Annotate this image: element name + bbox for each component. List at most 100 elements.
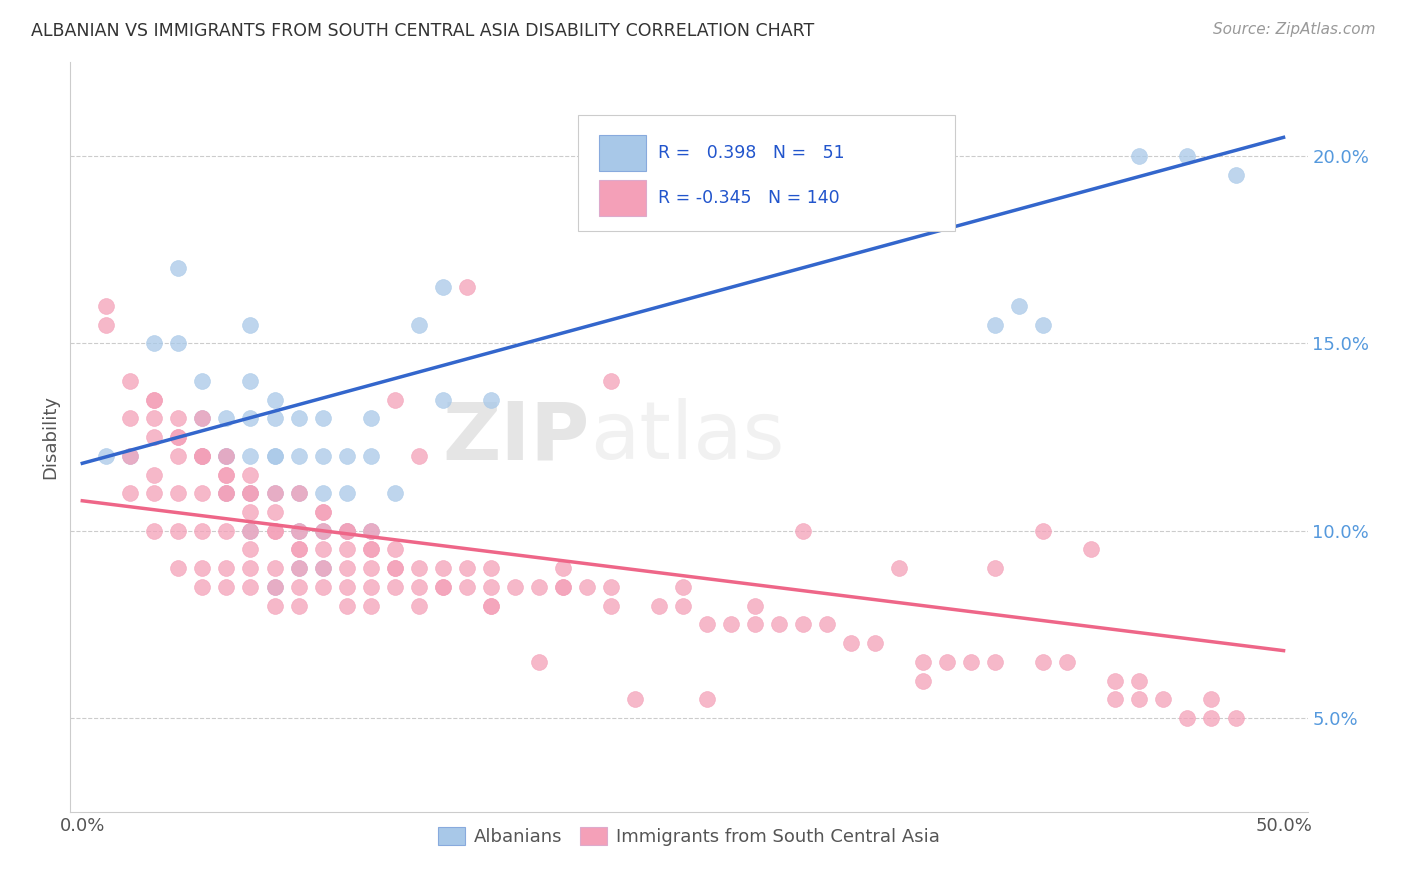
Point — [287, 561, 309, 575]
Point — [191, 561, 214, 575]
Point — [1225, 711, 1247, 725]
Point — [120, 374, 142, 388]
Point — [479, 599, 502, 613]
Point — [143, 467, 166, 482]
Point — [744, 599, 766, 613]
Point — [360, 411, 382, 425]
Point — [527, 580, 550, 594]
Point — [408, 599, 430, 613]
Point — [287, 486, 309, 500]
Point — [889, 561, 911, 575]
Point — [744, 617, 766, 632]
Point — [96, 318, 118, 332]
Point — [215, 449, 238, 463]
Point — [432, 561, 454, 575]
Point — [239, 524, 262, 538]
Point — [143, 524, 166, 538]
Bar — [599, 180, 645, 216]
Point — [120, 449, 142, 463]
Point — [384, 542, 406, 557]
Point — [239, 486, 262, 500]
Point — [215, 467, 238, 482]
Point — [263, 392, 285, 407]
Point — [287, 580, 309, 594]
Bar — [599, 135, 645, 171]
Point — [263, 524, 285, 538]
Point — [311, 411, 333, 425]
Point — [984, 655, 1007, 669]
Point — [96, 449, 118, 463]
Point — [360, 599, 382, 613]
Point — [384, 561, 406, 575]
Point — [167, 430, 190, 444]
Point — [311, 505, 333, 519]
Point — [191, 449, 214, 463]
Point — [479, 599, 502, 613]
Point — [360, 542, 382, 557]
Point — [239, 505, 262, 519]
Point — [191, 524, 214, 538]
Point — [191, 449, 214, 463]
Point — [263, 486, 285, 500]
Point — [239, 580, 262, 594]
Point — [191, 449, 214, 463]
Point — [336, 599, 359, 613]
Point — [263, 561, 285, 575]
Point — [360, 580, 382, 594]
Point — [1201, 711, 1223, 725]
Text: Source: ZipAtlas.com: Source: ZipAtlas.com — [1212, 22, 1375, 37]
Point — [311, 542, 333, 557]
Point — [1177, 711, 1199, 725]
Point — [215, 524, 238, 538]
Point — [215, 580, 238, 594]
Point — [456, 280, 478, 294]
Point — [408, 318, 430, 332]
Text: ALBANIAN VS IMMIGRANTS FROM SOUTH CENTRAL ASIA DISABILITY CORRELATION CHART: ALBANIAN VS IMMIGRANTS FROM SOUTH CENTRA… — [31, 22, 814, 40]
Point — [311, 580, 333, 594]
Point — [360, 449, 382, 463]
Point — [263, 486, 285, 500]
Point — [287, 542, 309, 557]
Point — [311, 524, 333, 538]
Point — [215, 486, 238, 500]
Point — [984, 318, 1007, 332]
Point — [1104, 673, 1126, 688]
Point — [311, 449, 333, 463]
Point — [432, 580, 454, 594]
Point — [1056, 655, 1078, 669]
Point — [408, 449, 430, 463]
Point — [479, 392, 502, 407]
Point — [912, 655, 935, 669]
Point — [672, 580, 695, 594]
Point — [1032, 318, 1054, 332]
Point — [239, 486, 262, 500]
Text: R = -0.345   N = 140: R = -0.345 N = 140 — [658, 189, 839, 207]
Point — [384, 561, 406, 575]
Point — [408, 561, 430, 575]
Point — [1128, 673, 1150, 688]
Point — [360, 542, 382, 557]
Point — [239, 524, 262, 538]
Point — [263, 505, 285, 519]
Point — [287, 561, 309, 575]
Point — [839, 636, 862, 650]
Point — [167, 261, 190, 276]
Point — [384, 392, 406, 407]
Point — [120, 486, 142, 500]
Point — [599, 374, 621, 388]
Point — [167, 430, 190, 444]
Point — [263, 449, 285, 463]
Point — [456, 580, 478, 594]
Y-axis label: Disability: Disability — [41, 395, 59, 479]
Point — [215, 561, 238, 575]
Point — [336, 449, 359, 463]
Point — [215, 486, 238, 500]
Point — [384, 580, 406, 594]
Point — [239, 561, 262, 575]
Point — [167, 524, 190, 538]
Point — [167, 486, 190, 500]
Point — [432, 580, 454, 594]
Point — [191, 486, 214, 500]
Point — [263, 449, 285, 463]
Point — [1032, 655, 1054, 669]
